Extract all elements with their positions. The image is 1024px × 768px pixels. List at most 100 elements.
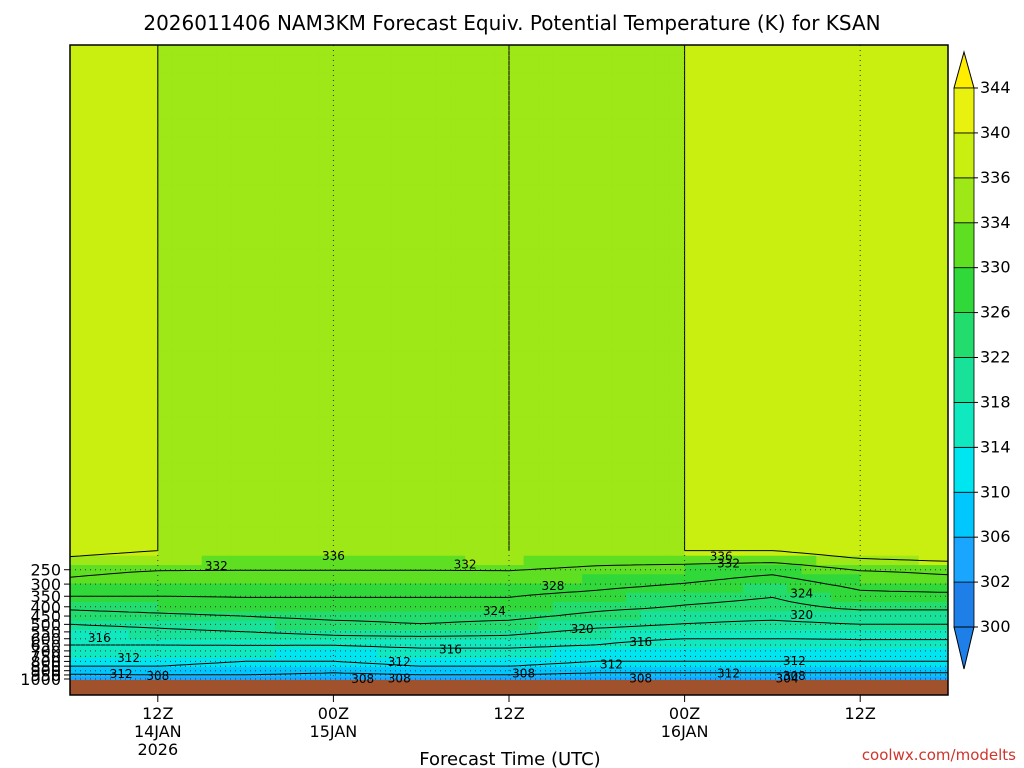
color-cell bbox=[479, 72, 495, 83]
color-cell bbox=[816, 453, 832, 464]
color-cell bbox=[230, 277, 247, 288]
color-cell bbox=[567, 119, 583, 130]
color-cell bbox=[304, 45, 320, 55]
color-cell bbox=[582, 657, 598, 668]
color-cell bbox=[874, 110, 891, 120]
color-cell bbox=[567, 453, 583, 464]
color-cell bbox=[406, 63, 422, 74]
color-cell bbox=[538, 156, 554, 167]
color-cell bbox=[465, 72, 481, 83]
color-cell bbox=[860, 592, 876, 603]
color-cell bbox=[465, 630, 481, 640]
color-cell bbox=[611, 82, 627, 93]
color-cell bbox=[889, 249, 905, 260]
color-cell bbox=[70, 518, 86, 529]
color-cell bbox=[494, 407, 510, 418]
color-cell bbox=[611, 481, 627, 492]
color-cell bbox=[494, 202, 510, 213]
color-cell bbox=[172, 202, 188, 213]
color-cell bbox=[699, 481, 715, 492]
color-cell bbox=[640, 555, 656, 566]
color-cell bbox=[113, 165, 130, 176]
color-cell bbox=[304, 462, 320, 473]
color-cell bbox=[509, 602, 525, 613]
color-cell bbox=[260, 323, 276, 334]
color-cell bbox=[860, 221, 876, 232]
color-cell bbox=[772, 351, 788, 362]
color-cell bbox=[582, 472, 598, 483]
color-cell bbox=[918, 119, 934, 130]
color-cell bbox=[626, 648, 642, 659]
color-cell bbox=[567, 128, 583, 139]
color-cell bbox=[362, 472, 378, 483]
color-cell bbox=[245, 323, 261, 334]
color-cell bbox=[113, 100, 130, 111]
color-cell bbox=[787, 91, 803, 102]
color-cell bbox=[494, 82, 510, 93]
color-cell bbox=[348, 54, 364, 65]
color-cell bbox=[845, 202, 861, 213]
color-cell bbox=[655, 314, 671, 325]
color-cell bbox=[889, 574, 905, 585]
color-cell bbox=[289, 657, 305, 668]
color-cell bbox=[187, 175, 203, 185]
color-cell bbox=[70, 314, 86, 325]
color-cell bbox=[787, 602, 803, 613]
color-cell bbox=[128, 555, 144, 566]
color-cell bbox=[157, 230, 174, 241]
color-cell bbox=[889, 546, 905, 557]
color-cell bbox=[904, 91, 920, 102]
color-cell bbox=[728, 360, 744, 371]
color-cell bbox=[523, 518, 539, 529]
color-cell bbox=[128, 537, 144, 548]
color-cell bbox=[260, 472, 276, 483]
color-cell bbox=[757, 444, 773, 455]
color-cell bbox=[816, 667, 832, 678]
color-cell bbox=[757, 249, 773, 260]
color-cell bbox=[333, 249, 349, 260]
color-cell bbox=[230, 137, 247, 148]
color-cell bbox=[362, 45, 378, 55]
color-cell bbox=[787, 258, 803, 269]
color-cell bbox=[113, 518, 130, 529]
color-cell bbox=[289, 332, 305, 343]
color-cell bbox=[318, 509, 334, 520]
color-cell bbox=[582, 295, 598, 306]
color-cell bbox=[699, 425, 715, 436]
color-cell bbox=[113, 462, 130, 473]
color-cell bbox=[143, 119, 159, 130]
color-cell bbox=[582, 518, 598, 529]
color-cell bbox=[626, 240, 642, 250]
color-cell bbox=[684, 639, 700, 650]
color-cell bbox=[465, 657, 481, 668]
color-cell bbox=[933, 314, 948, 325]
color-cell bbox=[669, 444, 686, 455]
color-cell bbox=[523, 332, 539, 343]
color-cell bbox=[362, 286, 378, 297]
color-cell bbox=[626, 388, 642, 399]
color-cell bbox=[113, 221, 130, 232]
color-cell bbox=[157, 305, 174, 315]
color-cell bbox=[713, 657, 730, 668]
color-cell bbox=[713, 156, 730, 167]
color-cell bbox=[216, 305, 232, 315]
color-cell bbox=[172, 54, 188, 65]
color-cell bbox=[187, 620, 203, 631]
color-cell bbox=[640, 277, 656, 288]
color-cell bbox=[230, 639, 247, 650]
color-cell bbox=[684, 72, 700, 83]
color-cell bbox=[391, 397, 408, 408]
color-cell bbox=[128, 592, 144, 603]
color-cell bbox=[772, 648, 788, 659]
color-cell bbox=[830, 388, 847, 399]
color-cell bbox=[435, 657, 452, 668]
color-cell bbox=[391, 110, 408, 120]
color-cell bbox=[655, 202, 671, 213]
color-cell bbox=[128, 630, 144, 640]
color-cell bbox=[157, 91, 174, 102]
color-cell bbox=[640, 462, 656, 473]
color-cell bbox=[669, 379, 686, 390]
color-cell bbox=[596, 481, 613, 492]
color-cell bbox=[684, 267, 700, 278]
color-cell bbox=[889, 667, 905, 678]
